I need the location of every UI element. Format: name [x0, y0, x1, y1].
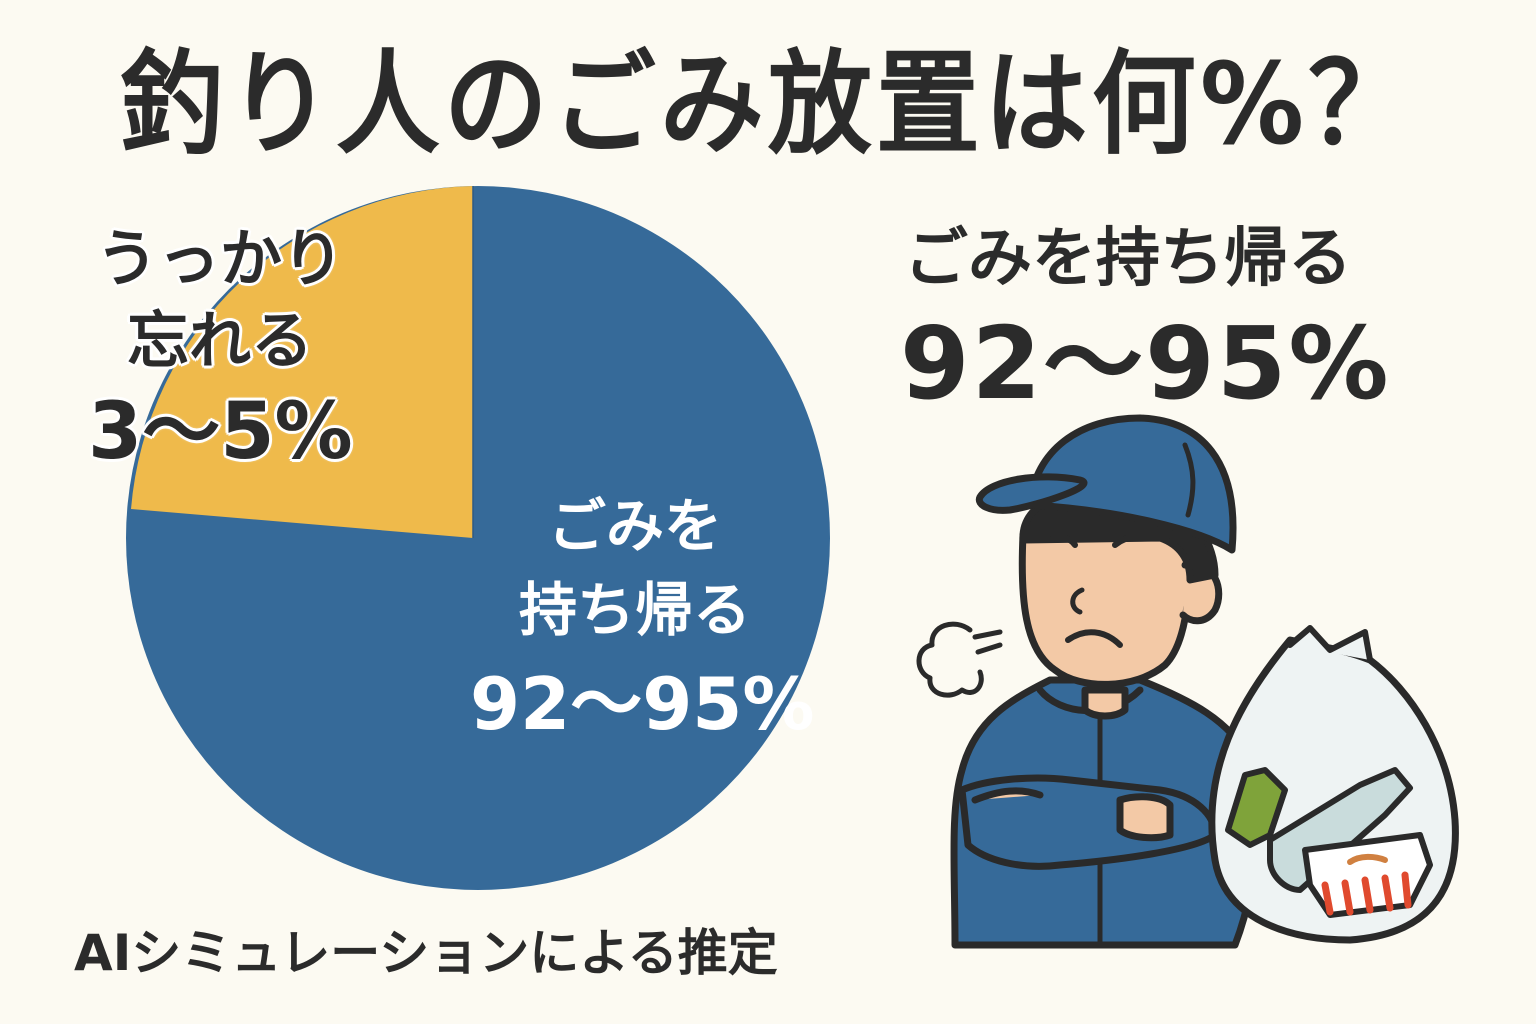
angler-illustration: [916, 414, 1459, 949]
forget-label-line1: うっかり: [95, 222, 344, 295]
footnote: AIシミュレーションによる推定: [74, 924, 778, 982]
callout-label: ごみを持ち帰る: [904, 222, 1352, 296]
take-home-value: 92～95%: [470, 662, 815, 746]
pie-slice-forget: [131, 186, 473, 538]
green-can: [1225, 767, 1288, 848]
face: [1018, 519, 1194, 688]
take-home-label-line1: ごみを: [547, 492, 722, 560]
callout-value: 92～95%: [900, 305, 1391, 422]
forget-slice-label: うっかり 忘れる 3～5%: [70, 218, 370, 482]
cap: [1026, 414, 1237, 554]
pie-chart: [126, 186, 830, 890]
forget-label-line2: 忘れる: [126, 304, 313, 377]
take-home-label-line2: 持ち帰る: [518, 576, 751, 644]
forget-value: 3～5%: [88, 387, 353, 477]
huff-cloud-icon: [916, 621, 984, 698]
page-title: 釣り人のごみ放置は何%？: [119, 38, 1417, 170]
take-home-slice-label: ごみを 持ち帰る 92～95%: [470, 486, 815, 754]
hand: [1116, 793, 1174, 842]
callout: ごみを持ち帰る 92～95%: [900, 214, 1440, 424]
cap-brim: [975, 473, 1088, 514]
